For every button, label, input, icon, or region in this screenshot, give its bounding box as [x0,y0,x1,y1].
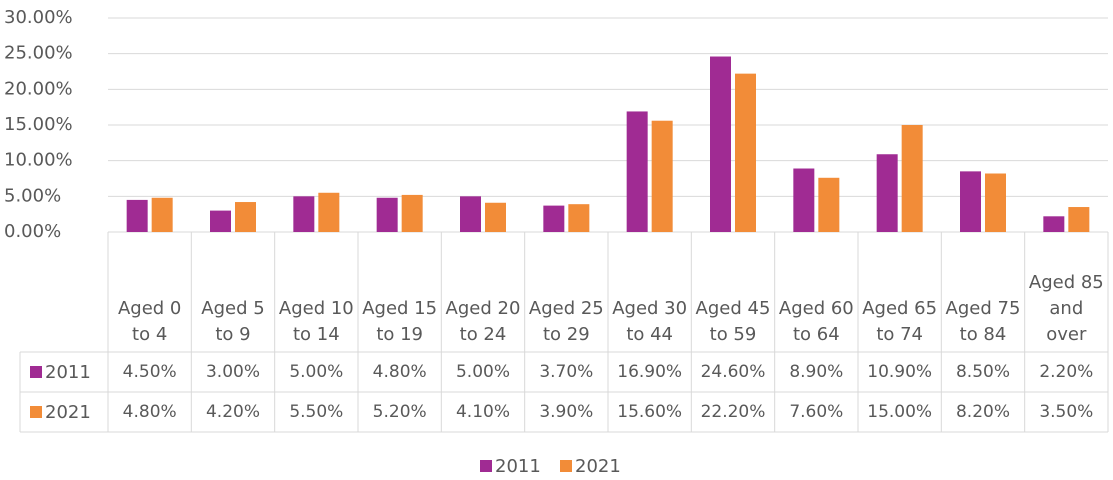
table-value: 8.90% [789,362,844,382]
legend-item: 2011 [480,453,541,479]
table-value: 4.80% [372,362,427,382]
table-value: 4.20% [205,402,260,422]
y-tick-label: 5.00% [4,185,61,206]
category-label: Aged 65 to 74 [862,298,938,345]
legend-label: 2011 [45,361,91,383]
bar [985,173,1006,232]
bar [485,202,506,232]
legend-label: 2021 [45,401,91,423]
bar [1068,207,1090,232]
y-tick-label: 20.00% [4,78,73,99]
y-tick-label: 0.00% [4,221,61,242]
table-legend-key: 2021 [30,392,91,432]
bar [401,194,423,232]
bar [460,196,481,232]
table-value: 5.50% [289,402,344,422]
category-label: Aged 85 and over [1028,272,1104,345]
category-label: Aged 20 to 24 [445,298,521,345]
bar [1043,216,1065,232]
category-label: Aged 25 to 29 [528,298,604,345]
bar [710,56,731,232]
table-value: 16.90% [617,362,683,382]
category-label: Aged 5 to 9 [201,298,265,345]
table-value: 5.00% [455,362,510,382]
category-label: Aged 15 to 19 [362,298,438,345]
table-legend-key: 2011 [30,352,91,392]
table-value: 4.10% [455,402,510,422]
table-value: 10.90% [867,362,933,382]
bar [793,168,815,232]
table-value: 4.50% [122,362,177,382]
category-label: Aged 75 to 84 [945,298,1021,345]
bar [151,197,173,232]
table-value: 3.50% [1039,402,1094,422]
legend-item: 2021 [560,453,621,479]
bar [293,196,315,232]
bar [568,204,590,232]
y-tick-label: 30.00% [4,7,73,28]
table-value: 4.80% [122,402,177,422]
bar [376,197,398,232]
legend-swatch [560,460,572,472]
legend-label: 2021 [575,455,621,477]
table-value: 8.50% [955,362,1010,382]
table-value: 24.60% [700,362,766,382]
y-tick-label: 25.00% [4,43,73,64]
category-label: Aged 0 to 4 [117,298,182,345]
category-label: Aged 30 to 44 [612,298,688,345]
table-value: 8.20% [955,402,1010,422]
table-value: 2.20% [1039,362,1094,382]
legend-label: 2011 [495,455,541,477]
bar [651,120,673,232]
category-label: Aged 60 to 64 [778,298,854,345]
table-value: 7.60% [789,402,844,422]
bar [210,210,231,232]
bar [235,202,256,232]
bar [818,177,840,232]
table-value: 3.00% [205,362,260,382]
bar [876,154,898,232]
category-label: Aged 10 to 14 [278,298,354,345]
table-value: 5.00% [289,362,344,382]
table-value: 15.60% [617,402,683,422]
bar [543,205,565,232]
category-label: Aged 45 to 59 [695,298,771,345]
bar [735,73,756,232]
legend-swatch [30,366,42,378]
table-value: 3.90% [539,402,594,422]
bar [960,171,981,232]
table-value: 3.70% [539,362,594,382]
table-value: 15.00% [867,402,933,422]
y-tick-label: 15.00% [4,114,73,135]
legend-swatch [480,460,492,472]
bar [318,192,340,232]
table-value: 22.20% [700,402,766,422]
bar [901,125,923,232]
bar [626,111,648,232]
bar [126,199,148,232]
table-value: 5.20% [372,402,427,422]
legend-swatch [30,406,42,418]
y-tick-label: 10.00% [4,150,73,171]
